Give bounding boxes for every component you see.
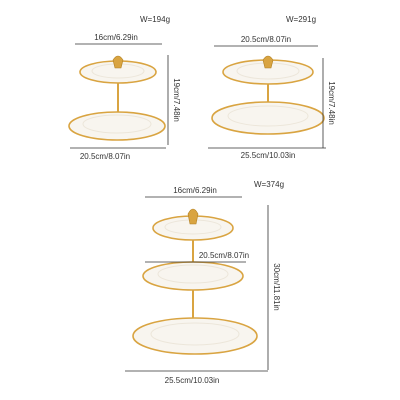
knob: [112, 55, 124, 69]
top-width-label: 16cm/6.29in: [94, 33, 138, 42]
plate: [68, 111, 166, 141]
knob: [187, 208, 199, 225]
middle-width-label: 20.5cm/8.07in: [199, 251, 249, 260]
top-width-label: 20.5cm/8.07in: [241, 35, 291, 44]
stand-three-tier: W=374g 16cm/6.29in 20.5cm/8.07in 30cm/11…: [125, 180, 284, 385]
height-label: 19cm/7.48in: [172, 78, 181, 122]
plate-center: [157, 264, 229, 284]
knob: [262, 55, 274, 69]
bottom-width-label: 25.5cm/10.03in: [241, 151, 296, 160]
plate-center: [227, 105, 309, 127]
top-width-label: 16cm/6.29in: [173, 186, 217, 195]
plate-center: [150, 322, 240, 346]
height-label: 30cm/11.81in: [272, 263, 281, 310]
stand-two-tier-small: W=194g 16cm/6.29in 19cm/7.48in 20.5cm/8.…: [68, 15, 181, 161]
plate: [132, 317, 258, 355]
stand-two-tier-large: W=291g 20.5cm/8.07in 19cm/7.48in 25.5cm/…: [208, 15, 336, 160]
plate: [211, 101, 325, 135]
plate: [142, 261, 244, 291]
bottom-width-label: 20.5cm/8.07in: [80, 152, 130, 161]
weight-label: W=374g: [254, 180, 284, 189]
bottom-width-label: 25.5cm/10.03in: [165, 376, 220, 385]
height-label: 19cm/7.48in: [327, 81, 336, 125]
weight-label: W=194g: [140, 15, 170, 24]
plate-center: [82, 114, 152, 134]
weight-label: W=291g: [286, 15, 316, 24]
